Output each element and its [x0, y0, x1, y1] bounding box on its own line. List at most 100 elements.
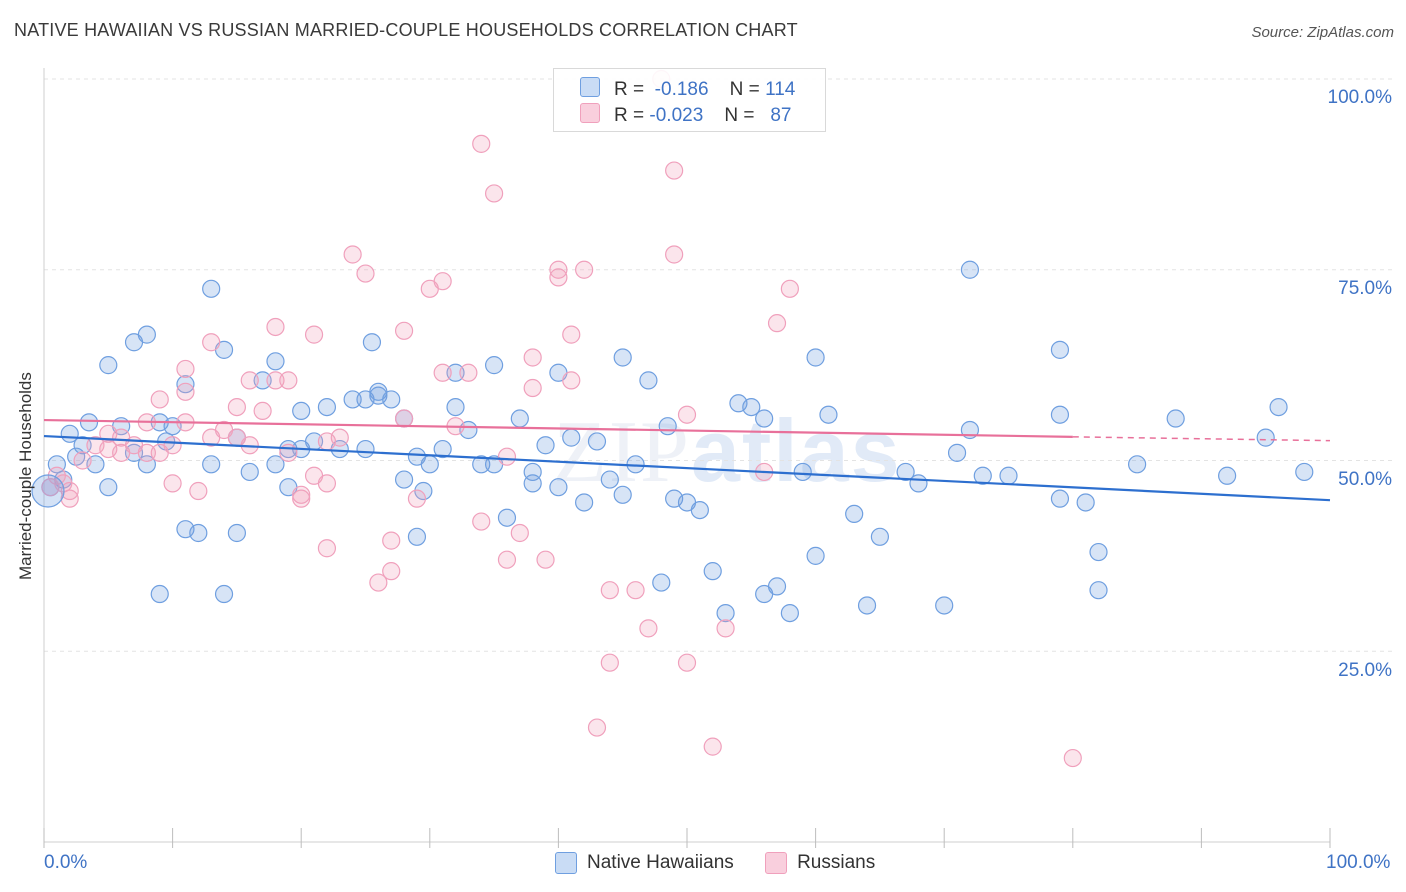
axes: [43, 68, 1331, 848]
legend-item-russians: Russians: [765, 852, 875, 874]
point-native-hawaiian: [652, 573, 671, 592]
point-russian: [394, 409, 414, 428]
point-native-hawaiian: [497, 508, 517, 527]
point-russian: [536, 550, 555, 569]
point-native-hawaiian: [523, 474, 542, 493]
point-russian: [163, 474, 182, 493]
point-native-hawaiian: [960, 260, 980, 279]
point-russian: [600, 653, 619, 672]
point-native-hawaiian: [793, 462, 812, 482]
point-native-hawaiian: [587, 432, 607, 451]
point-native-hawaiian: [703, 562, 722, 581]
y-tick-100: 100.0%: [1327, 87, 1392, 108]
point-russian: [549, 268, 568, 287]
y-tick-75: 75.0%: [1338, 278, 1392, 299]
point-native-hawaiian: [485, 356, 504, 375]
point-native-hawaiian: [266, 455, 285, 474]
point-native-hawaiian: [73, 436, 92, 455]
point-russian: [639, 619, 658, 638]
point-native-hawaiian: [433, 439, 452, 459]
point-native-hawaiian: [446, 397, 465, 417]
point-russian: [780, 279, 799, 298]
point-native-hawaiian: [780, 603, 799, 623]
point-native-hawaiian: [639, 371, 658, 390]
point-native-hawaiian: [79, 413, 99, 432]
point-russian: [767, 314, 787, 333]
point-russian: [60, 481, 79, 501]
point-russian: [523, 378, 542, 398]
point-native-hawaiian: [420, 455, 439, 474]
point-russian: [343, 245, 362, 264]
point-native-hawaiian: [343, 390, 362, 409]
point-russian: [137, 443, 156, 462]
trend-line-native-hawaiians: [43, 434, 1331, 502]
point-russian: [497, 447, 517, 466]
point-russian: [163, 436, 182, 455]
zipatlas-watermark: ZIPatlas: [553, 400, 902, 503]
point-russian: [266, 371, 285, 390]
point-russian: [600, 581, 619, 600]
legend-swatch-blue: [580, 77, 600, 97]
point-native-hawaiian: [935, 596, 954, 615]
point-native-hawaiian: [382, 390, 401, 409]
point-russian: [292, 485, 311, 504]
chart-source: Source: ZipAtlas.com: [1251, 24, 1394, 41]
legend-row-russians: R = -0.023 N = 87: [580, 103, 791, 127]
point-russian: [382, 562, 401, 581]
point-russian: [665, 245, 684, 264]
point-native-hawaiian: [240, 462, 259, 482]
legend-n-value: 114: [765, 79, 796, 100]
point-native-hawaiian: [266, 352, 285, 371]
point-russian: [189, 481, 208, 501]
point-russian: [382, 531, 401, 550]
point-native-hawaiian-large: [31, 474, 65, 508]
correlation-legend: R = -0.186 N = 114 R = -0.023 N = 87: [553, 68, 826, 132]
point-native-hawaiian: [292, 401, 311, 421]
trend-lines: [43, 418, 1331, 502]
point-native-hawaiian: [973, 466, 992, 485]
point-native-hawaiian: [999, 466, 1018, 485]
point-native-hawaiian: [124, 443, 144, 462]
point-native-hawaiian: [806, 348, 825, 367]
point-native-hawaiian: [1050, 489, 1070, 508]
point-native-hawaiian: [1089, 581, 1108, 600]
point-russian: [523, 348, 542, 367]
legend-item-native-hawaiians: Native Hawaiians: [555, 852, 734, 874]
legend-r-value: -0.023: [649, 105, 704, 126]
legend-n-label: N =: [729, 79, 760, 100]
point-native-hawaiian: [767, 577, 787, 596]
point-russian: [304, 325, 324, 344]
point-russian: [356, 264, 375, 283]
point-native-hawaiian: [690, 500, 709, 520]
point-native-hawaiian: [536, 436, 555, 455]
point-russian: [497, 550, 517, 569]
point-russian: [459, 363, 478, 382]
point-native-hawaiian: [214, 584, 234, 604]
point-russian: [150, 390, 169, 409]
point-native-hawaiian: [1089, 542, 1108, 562]
point-russian: [330, 428, 349, 447]
point-native-hawaiian: [99, 356, 118, 375]
point-russian: [394, 321, 414, 340]
y-axis-label: Married-couple Households: [16, 372, 35, 580]
point-native-hawaiian: [658, 417, 677, 436]
point-native-hawaiian: [1050, 405, 1070, 424]
point-native-hawaiian: [1295, 462, 1314, 482]
point-native-hawaiian: [857, 596, 877, 615]
legend-swatch-pink: [580, 103, 600, 123]
x-tick-100: 100.0%: [1326, 852, 1391, 873]
legend-label: Russians: [797, 852, 876, 873]
point-native-hawaiian: [176, 375, 195, 394]
point-native-hawaiian: [1050, 340, 1070, 359]
point-russian: [677, 405, 697, 424]
point-russian: [253, 401, 272, 421]
point-russian: [587, 718, 607, 737]
point-russian: [47, 466, 66, 485]
point-native-hawaiian: [414, 481, 433, 501]
point-native-hawaiian: [1166, 409, 1185, 428]
legend-n-label: N =: [724, 105, 755, 126]
point-native-hawaiian: [137, 325, 156, 344]
point-russian: [433, 272, 452, 291]
point-native-hawaiian: [407, 527, 427, 546]
